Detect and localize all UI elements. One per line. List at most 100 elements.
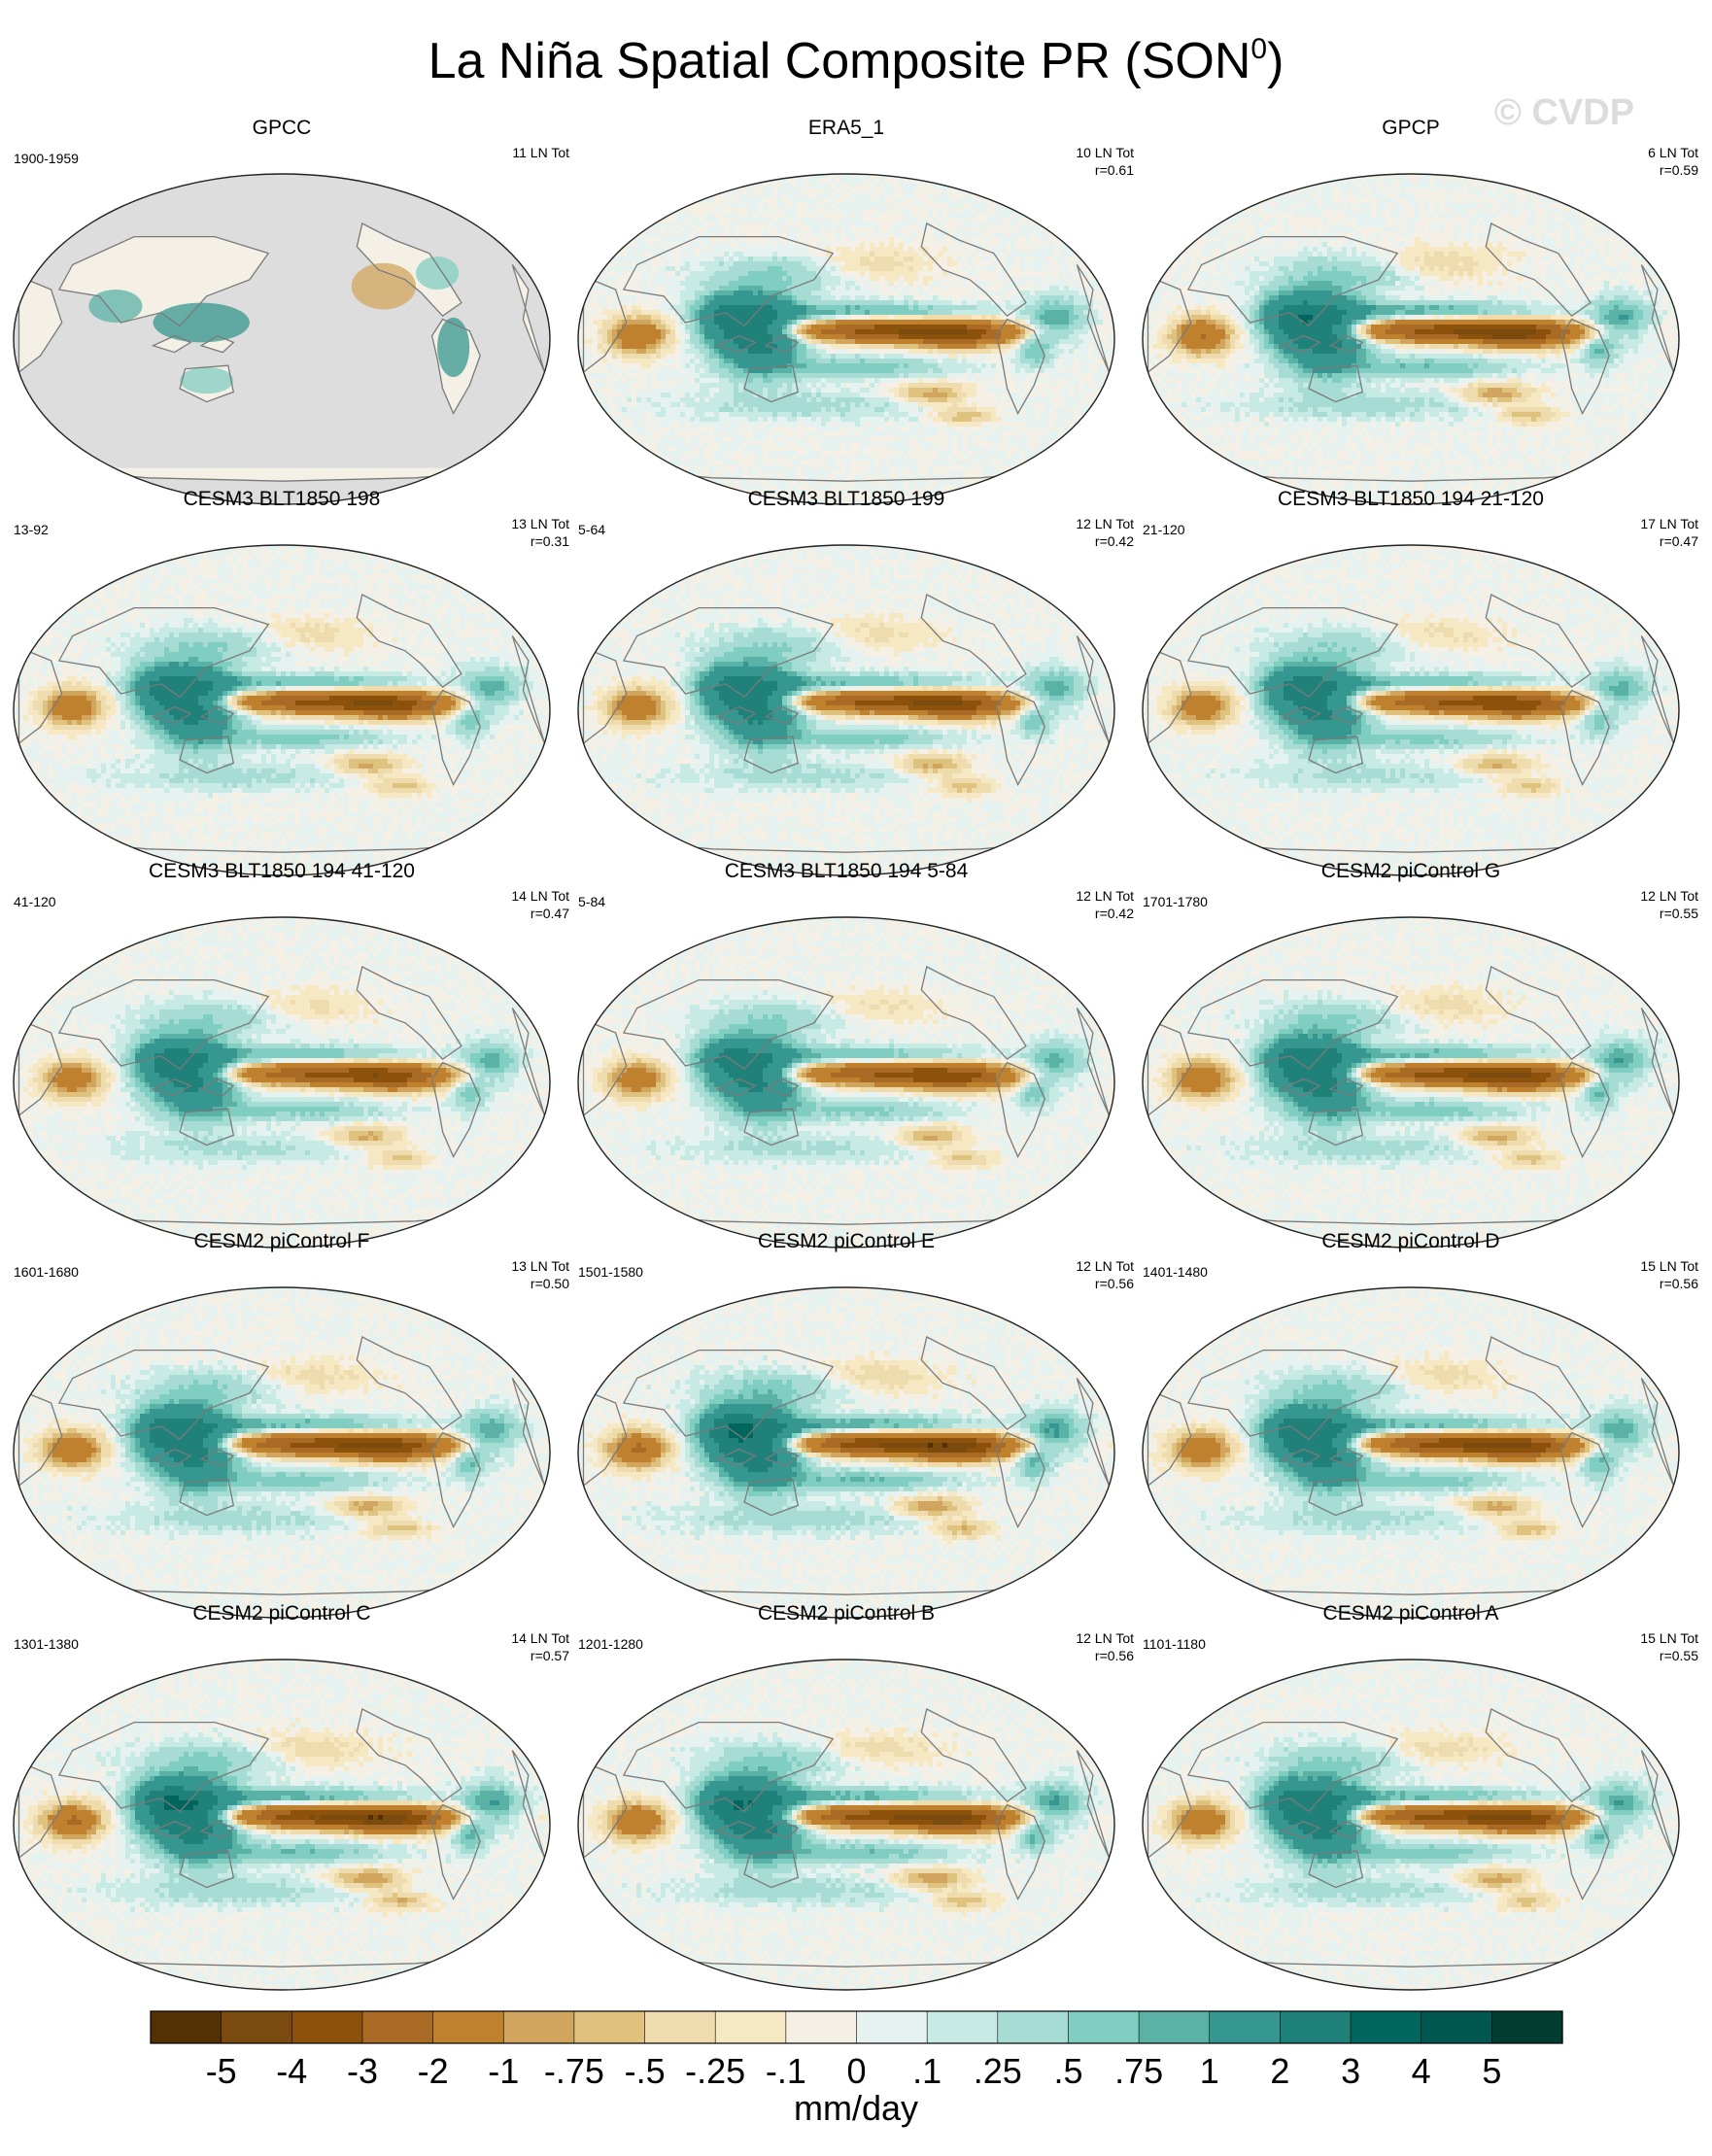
colorbar-box — [998, 2011, 1069, 2043]
panel-event-count: 10 LN Tot — [1076, 145, 1134, 160]
panel-event-count: 6 LN Tot — [1648, 145, 1698, 160]
colorbar-tick: -3 — [347, 2051, 378, 2091]
panel-title: CESM2 piControl G — [1321, 860, 1500, 882]
map-panel: GPCP 6 LN Tot r=0.59 — [1143, 117, 1698, 505]
panel-correlation: r=0.61 — [1095, 162, 1134, 178]
panel-title: CESM2 piControl D — [1321, 1230, 1499, 1252]
panel-period-label: 1301-1380 — [14, 1636, 79, 1652]
panel-correlation: r=0.56 — [1660, 1276, 1698, 1291]
panel-event-count: 12 LN Tot — [1640, 888, 1698, 904]
colorbar-box — [433, 2011, 504, 2043]
colorbar-box — [715, 2011, 786, 2043]
colorbar-tick: .25 — [974, 2051, 1022, 2091]
panel-correlation: r=0.42 — [1095, 533, 1134, 549]
panel-title: CESM2 piControl E — [758, 1230, 935, 1252]
colorbar-tick: 1 — [1200, 2051, 1219, 2091]
colorbar-tick: -.1 — [766, 2051, 806, 2091]
colorbar-box — [1068, 2011, 1139, 2043]
colorbar-box — [1351, 2011, 1421, 2043]
colorbar-box — [1491, 2011, 1562, 2043]
panel-period-label: 1601-1680 — [14, 1264, 79, 1280]
panel-title: CESM3 BLT1850 194 5-84 — [725, 860, 969, 882]
colorbar-box — [1280, 2011, 1351, 2043]
panel-title: CESM3 BLT1850 194 41-120 — [149, 860, 415, 882]
panel-title: CESM2 piControl C — [192, 1602, 370, 1625]
panel-event-count: 15 LN Tot — [1640, 1630, 1698, 1646]
panel-period-label: 1900-1959 — [14, 151, 79, 166]
panel-event-count: 15 LN Tot — [1640, 1258, 1698, 1274]
colorbar-tick: .75 — [1114, 2051, 1163, 2091]
colorbar-box — [1210, 2011, 1281, 2043]
colorbar-box — [151, 2011, 222, 2043]
panel-title: GPCC — [253, 117, 312, 139]
panel-title: CESM3 BLT1850 194 21-120 — [1278, 488, 1544, 510]
colorbar-tick: -1 — [488, 2051, 519, 2091]
colorbar-unit-label: mm/day — [794, 2088, 918, 2128]
colorbar-box — [574, 2011, 645, 2043]
panel-period-label: 1701-1780 — [1143, 894, 1208, 909]
colorbar-tick-labels: -5 -4 -3 -2 -1 -.75 -.5 -.25 -.1 0.1.25.5.75 1 2 3 4 5 — [206, 2051, 1502, 2091]
panel-correlation: r=0.57 — [531, 1648, 569, 1663]
panel-event-count: 12 LN Tot — [1076, 888, 1134, 904]
precip-anomaly-spot — [88, 290, 142, 323]
panel-title: ERA5_1 — [808, 117, 884, 139]
panel-correlation: r=0.56 — [1095, 1648, 1134, 1663]
panel-event-count: 13 LN Tot — [511, 1258, 569, 1274]
precip-anomaly-spot — [180, 367, 233, 394]
panel-period-label: 5-84 — [578, 894, 605, 909]
panel-event-count: 14 LN Tot — [511, 1630, 569, 1646]
colorbar-box — [645, 2011, 716, 2043]
panel-correlation: r=0.31 — [531, 533, 569, 549]
map-panel: CESM2 piControl G 1701-1780 12 LN Tot r=0.5… — [1143, 860, 1698, 1249]
panel-period-label: 21-120 — [1143, 522, 1185, 537]
colorbar-tick: 5 — [1482, 2051, 1501, 2091]
colorbar-tick: 4 — [1412, 2051, 1431, 2091]
figure-title-text: La Niña Spatial Composite PR (SON — [428, 33, 1251, 89]
panel-title: CESM2 piControl A — [1323, 1602, 1499, 1625]
colorbar-tick: -.5 — [625, 2051, 666, 2091]
colorbar-box — [927, 2011, 998, 2043]
panel-period-label: 41-120 — [14, 894, 56, 909]
panel-correlation: r=0.50 — [531, 1276, 569, 1291]
panel-period-label: 13-92 — [14, 522, 49, 537]
panel-event-count: 17 LN Tot — [1640, 516, 1698, 531]
cvdp-watermark: © CVDP — [1494, 92, 1634, 133]
map-panel: ERA5_1 10 LN Tot r=0.61 — [578, 117, 1134, 505]
colorbar-tick: -5 — [206, 2051, 237, 2091]
colorbar-tick: .5 — [1053, 2051, 1082, 2091]
panel-correlation: r=0.55 — [1660, 906, 1698, 921]
precip-anomaly-spot — [416, 257, 459, 290]
precip-anomaly-spot — [352, 263, 416, 310]
colorbar-box — [222, 2011, 292, 2043]
panel-title: CESM2 piControl B — [758, 1602, 935, 1625]
colorbar-box — [1139, 2011, 1210, 2043]
panel-period-label: 1401-1480 — [1143, 1264, 1208, 1280]
figure-title: La Niña Spatial Composite PR (SON0) — [428, 33, 1284, 89]
map-panel: CESM2 piControl D 1401-1480 15 LN Tot r=0.5… — [1143, 1230, 1698, 1619]
panel-title: GPCP — [1382, 117, 1440, 139]
panel-correlation: r=0.47 — [531, 906, 569, 921]
figure-title-superscript: 0 — [1250, 33, 1267, 65]
panel-period-label: 1501-1580 — [578, 1264, 643, 1280]
colorbar-boxes — [151, 2011, 1562, 2043]
precip-anomaly-spot — [437, 318, 469, 377]
panel-correlation: r=0.42 — [1095, 906, 1134, 921]
panel-correlation: r=0.55 — [1660, 1648, 1698, 1663]
colorbar-tick: -4 — [276, 2051, 307, 2091]
precip-anomaly-spot — [154, 303, 250, 343]
panel-correlation: r=0.59 — [1660, 162, 1698, 178]
colorbar-tick: -.25 — [685, 2051, 745, 2091]
colorbar-tick: -2 — [418, 2051, 449, 2091]
colorbar-tick: -.75 — [544, 2051, 604, 2091]
panel-event-count: 13 LN Tot — [511, 516, 569, 531]
panel-correlation: r=0.47 — [1660, 533, 1698, 549]
colorbar-box — [291, 2011, 362, 2043]
